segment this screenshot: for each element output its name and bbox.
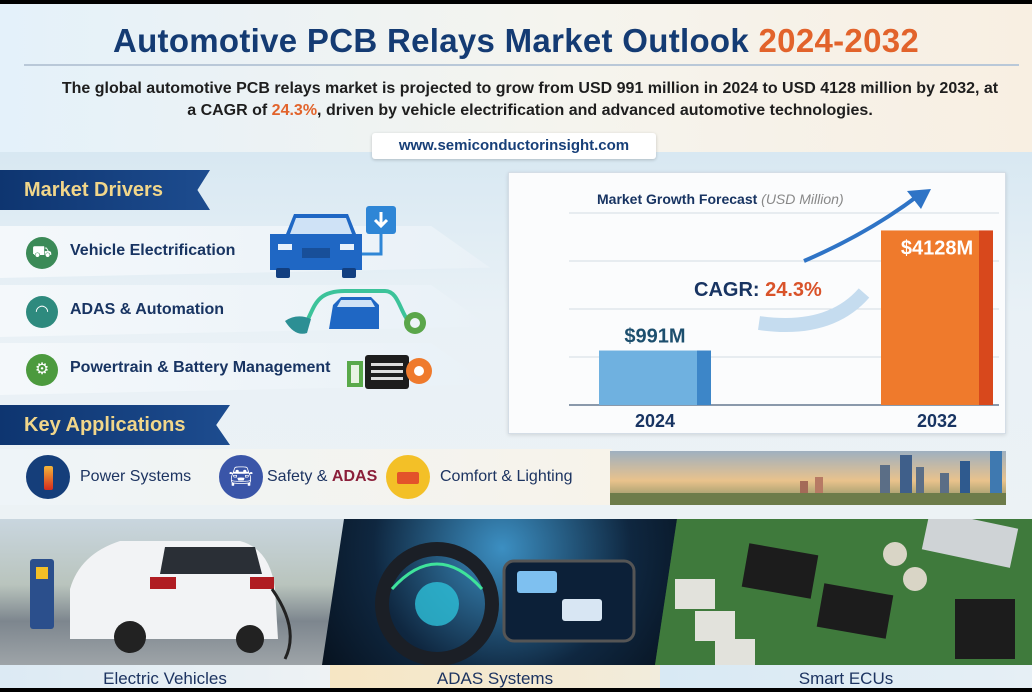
subtitle: The global automotive PCB relays market … — [60, 78, 1000, 122]
chart-title-text: Market Growth Forecast — [597, 191, 758, 207]
application-label: Safety & ADAS — [267, 468, 377, 486]
cagr-label: CAGR: — [694, 279, 760, 301]
dashboard-illustration — [375, 542, 636, 665]
safety-car-icon: 🚘︎ — [219, 455, 263, 499]
cagr-value: 24.3% — [765, 279, 822, 301]
smart-ecus-photo — [655, 519, 1032, 665]
application-label: Comfort & Lighting — [440, 468, 573, 485]
chart-svg: Market Growth Forecast (USD Million) CAG… — [569, 189, 999, 431]
sensor-car-icon: ◠ — [26, 296, 58, 328]
gear-icon: ⚙ — [26, 354, 58, 386]
driver-adas-automation: ◠ ADAS & Automation — [0, 285, 490, 337]
cagr-annotation: CAGR: 24.3% — [694, 279, 822, 301]
bar-2024 — [599, 350, 711, 405]
subtitle-cagr: 24.3% — [271, 102, 318, 119]
growth-arrow-light — [758, 288, 870, 332]
bar-value-label: $991M — [624, 326, 685, 348]
ev-car-icon: ⛟ — [26, 237, 58, 269]
driver-label: Powertrain & Battery Management — [70, 359, 331, 376]
chart-title-unit: (USD Million) — [761, 191, 843, 207]
page-title: Automotive PCB Relays Market Outlook 202… — [0, 22, 1032, 60]
battery-management-illustration — [347, 355, 432, 389]
website-link[interactable]: www.semiconductorinsight.com — [372, 133, 656, 159]
electric-car-illustration — [270, 206, 396, 278]
key-applications-heading: Key Applications — [0, 405, 230, 445]
adas-systems-label: ADAS Systems — [330, 665, 660, 688]
driver-label: ADAS & Automation — [70, 301, 225, 318]
application-label: Power Systems — [80, 468, 192, 485]
application-label-highlight: ADAS — [331, 468, 378, 485]
bar-2032 — [881, 230, 993, 405]
growth-arrow — [803, 193, 921, 263]
bar-value-label: $4128M — [901, 237, 973, 259]
x-tick-label: 2024 — [635, 411, 675, 431]
x-tick-label: 2032 — [917, 411, 957, 431]
pcb-illustration — [655, 519, 1032, 665]
market-growth-chart: Market Growth Forecast (USD Million) CAG… — [508, 172, 1006, 434]
smart-ecus-label: Smart ECUs — [660, 665, 1032, 688]
application-label-text: Safety & — [267, 468, 332, 485]
subtitle-text-end: , driven by vehicle electrification and … — [317, 102, 873, 119]
driver-label: Vehicle Electrification — [70, 242, 236, 259]
infographic: Automotive PCB Relays Market Outlook 202… — [0, 4, 1032, 688]
battery-icon — [26, 455, 70, 499]
electric-vehicles-photo — [0, 519, 345, 665]
market-drivers-heading: Market Drivers — [0, 170, 210, 210]
seat-icon — [386, 455, 430, 499]
applications-row: Power Systems 🚘︎ Safety & ADAS Comfort &… — [0, 449, 612, 505]
divider — [24, 64, 1019, 66]
adas-car-illustration — [285, 289, 426, 334]
bar-side-2032 — [979, 230, 993, 405]
bar-side-2024 — [697, 350, 711, 405]
chart-title: Market Growth Forecast (USD Million) — [597, 191, 844, 207]
title-text: Automotive PCB Relays Market Outlook — [112, 22, 750, 59]
growth-arrow-head — [907, 189, 931, 209]
title-years: 2024-2032 — [758, 22, 920, 59]
subtitle-text: The global automotive PCB relays market … — [61, 80, 999, 119]
electric-vehicles-label: Electric Vehicles — [0, 665, 330, 688]
cityscape-image — [610, 451, 1006, 505]
adas-systems-photo — [322, 519, 682, 665]
ev-charging-illustration — [30, 541, 292, 660]
